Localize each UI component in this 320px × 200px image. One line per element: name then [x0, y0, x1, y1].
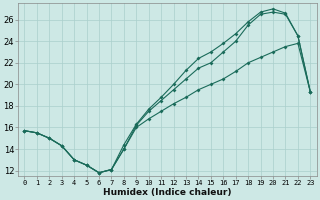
X-axis label: Humidex (Indice chaleur): Humidex (Indice chaleur) — [103, 188, 232, 197]
